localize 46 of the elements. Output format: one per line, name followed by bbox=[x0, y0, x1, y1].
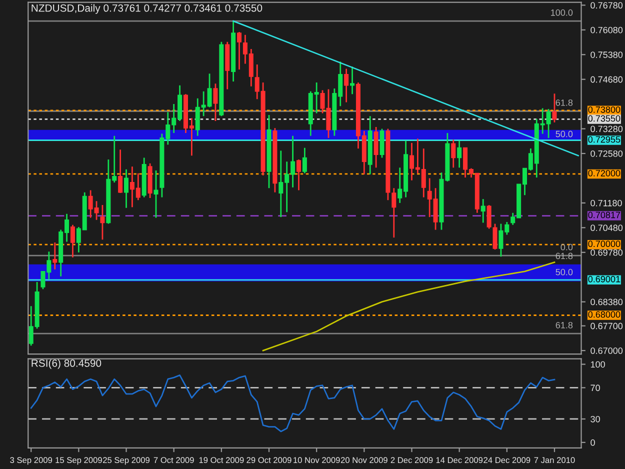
y-tick-label: 0.71180 bbox=[590, 200, 622, 206]
annotation: 100.0 bbox=[551, 9, 573, 16]
line-series bbox=[262, 262, 556, 352]
y-tick-label: 0.72580 bbox=[590, 150, 623, 157]
x-tick-label: 19 Oct 2009 bbox=[199, 457, 244, 464]
y-tick-label: 70 bbox=[590, 384, 600, 392]
y-tick-label: 30 bbox=[590, 416, 600, 422]
y-tick-label: 0.73280 bbox=[590, 126, 623, 132]
chart-title: RSI(6) 80.4590 bbox=[32, 359, 102, 369]
ref-line-label: 0.68000 bbox=[588, 311, 620, 318]
x-tick-label: 7 Oct 2009 bbox=[154, 457, 194, 464]
annotation: 61.8 bbox=[556, 322, 573, 328]
y-tick-label: 0.67000 bbox=[590, 348, 623, 354]
x-tick-label: 7 Jan 2010 bbox=[534, 457, 575, 464]
annotation: 61.8 bbox=[556, 99, 573, 106]
x-tick-label: 10 Nov 2009 bbox=[294, 457, 340, 464]
chart-title: NZDUSD,Daily 0.73761 0.74277 0.73461 0.73550 bbox=[32, 4, 262, 14]
x-tick-label: 3 Sep 2009 bbox=[10, 457, 52, 465]
x-tick-label: 24 Dec 2009 bbox=[484, 457, 530, 464]
ref-line-label: 0.72955 bbox=[588, 136, 620, 143]
y-tick-label: 0.69780 bbox=[590, 249, 623, 256]
ref-line-label: 0.70817 bbox=[588, 212, 620, 218]
x-tick-label: 14 Dec 2009 bbox=[436, 457, 483, 464]
x-tick-label: 25 Sep 2009 bbox=[103, 457, 150, 465]
x-tick-label: 29 Oct 2009 bbox=[246, 457, 292, 464]
ref-line-label: 0.73800 bbox=[588, 106, 620, 113]
y-tick-label: 0.75380 bbox=[590, 52, 623, 58]
band-label: 50.0 bbox=[556, 130, 573, 138]
x-tick-label: 2 Dec 2009 bbox=[390, 457, 433, 464]
band-label: 50.0 bbox=[556, 268, 573, 276]
x-tick-label: 15 Sep 2009 bbox=[56, 457, 102, 465]
x-tick-label: 20 Nov 2009 bbox=[340, 457, 388, 464]
y-tick-label: 100 bbox=[590, 361, 605, 368]
y-tick-label: 0.68380 bbox=[590, 298, 623, 306]
ref-line-label: 0.73550 bbox=[588, 115, 620, 122]
y-tick-label: 0.76080 bbox=[590, 26, 623, 34]
line-series bbox=[30, 374, 556, 432]
y-tick-label: 0.70480 bbox=[590, 224, 623, 232]
y-tick-label: 0 bbox=[590, 439, 595, 446]
ref-line-label: 0.70000 bbox=[588, 240, 620, 248]
annotation: 0.0 bbox=[560, 244, 573, 250]
ref-line-label: 0.69001 bbox=[588, 276, 620, 282]
y-tick-label: 0.67700 bbox=[590, 322, 623, 330]
ref-line-label: 0.72000 bbox=[588, 170, 620, 176]
y-tick-label: 0.74680 bbox=[590, 76, 623, 83]
y-tick-label: 0.76780 bbox=[590, 2, 623, 9]
